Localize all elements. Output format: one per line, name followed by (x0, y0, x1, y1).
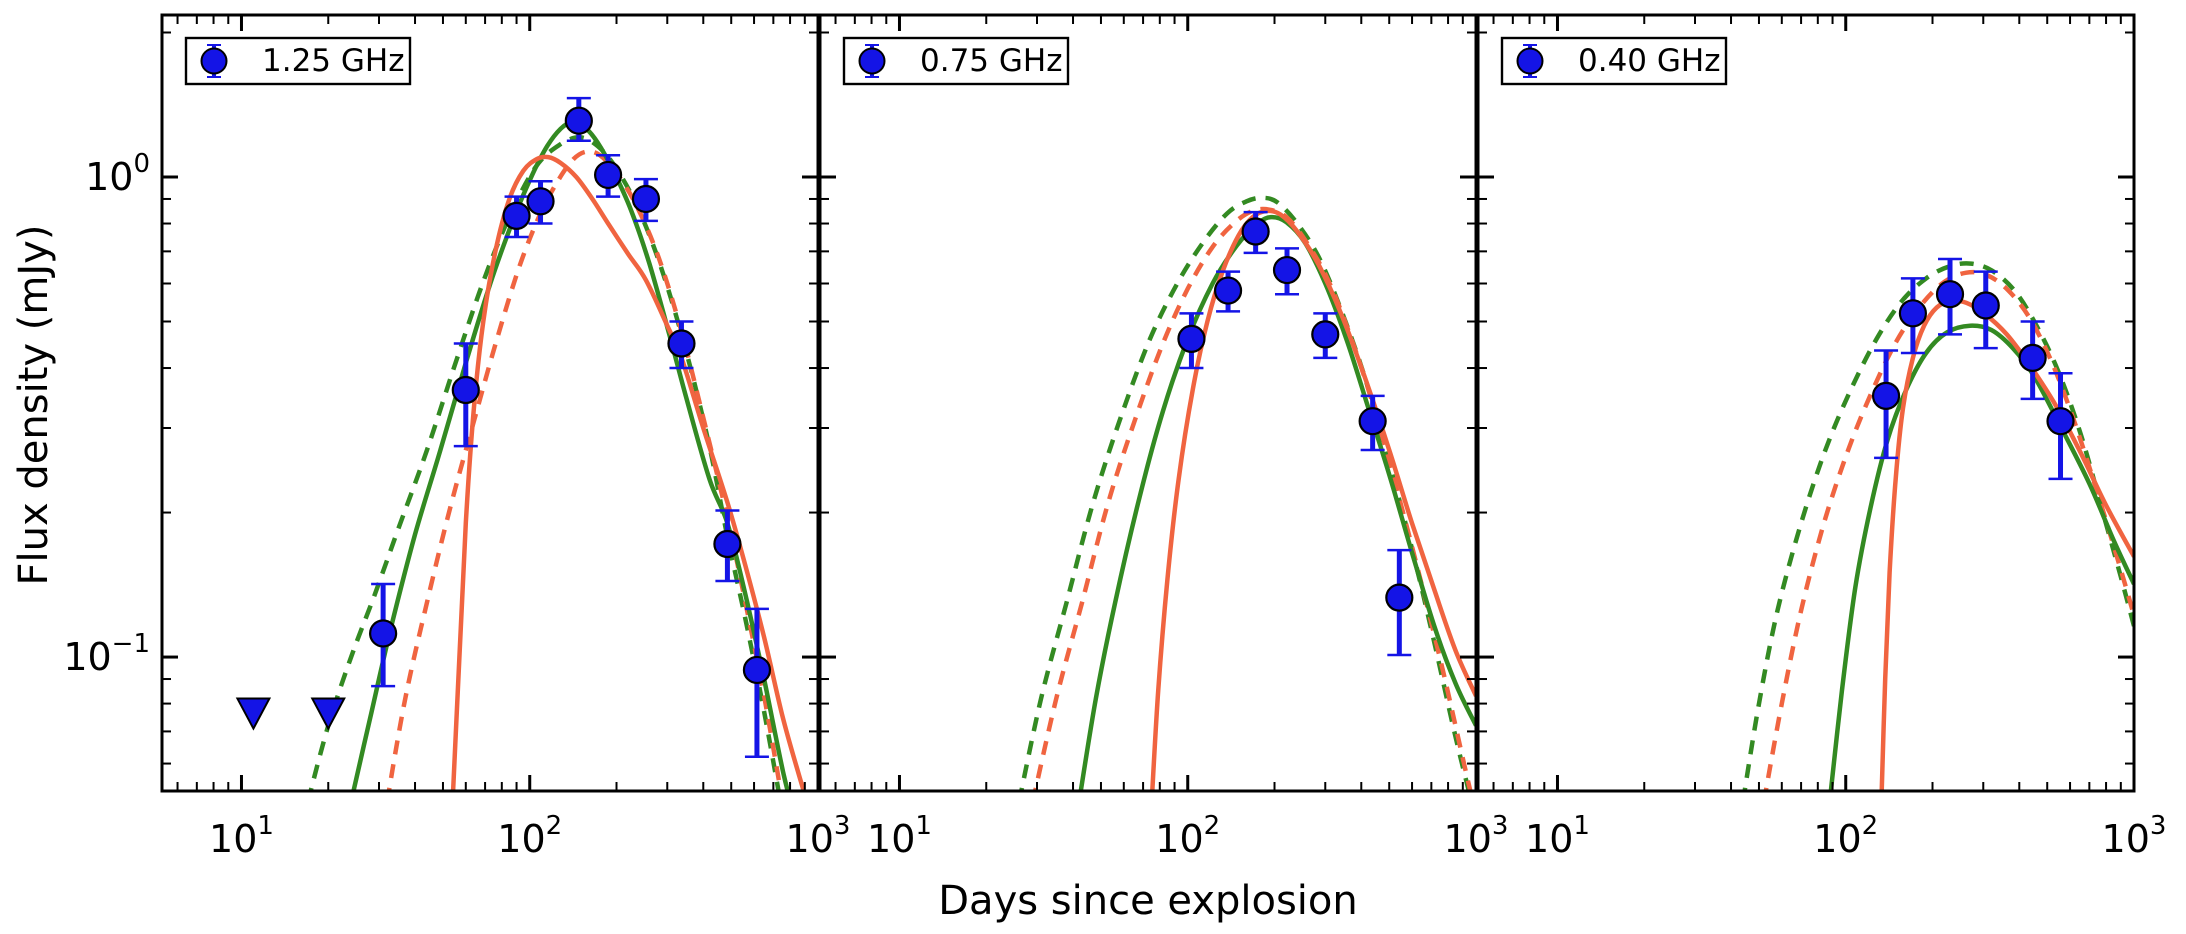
panel-2-model-green-solid (1078, 214, 1476, 791)
panel-1-legend: 1.25 GHz (184, 36, 412, 86)
panel-3-data (1871, 257, 2075, 481)
data-point (1898, 299, 1928, 328)
legend-marker-icon (1516, 47, 1544, 75)
panel-2-x-tick-labels: 101 102 103 (867, 811, 1508, 861)
panel-3-model-orange-solid (1879, 298, 2134, 791)
data-point (1241, 217, 1270, 246)
data-point (742, 655, 772, 685)
y-tick-label: 10−1 (63, 629, 150, 679)
data-point (667, 329, 696, 358)
data-point (1272, 255, 1302, 285)
panel-3-x-tick-labels: 101 102 103 (1525, 811, 2166, 861)
y-tick-labels: 100 10−1 (63, 149, 150, 679)
upper-limit-triangle-icon (310, 697, 346, 731)
panel-1-spines (160, 13, 820, 793)
panel-2-model-curves (1019, 195, 1476, 791)
data-point (1971, 291, 2000, 320)
data-point (631, 184, 661, 214)
x-tick-label: 101 (1525, 811, 1590, 861)
data-point (1385, 583, 1414, 612)
data-point (1177, 324, 1206, 353)
data-point (451, 375, 480, 405)
data-point (2018, 343, 2047, 372)
data-point (526, 187, 555, 216)
panel-1-ticks (162, 15, 820, 791)
panel-1-model-green-dashed (308, 135, 781, 791)
data-point (1311, 320, 1340, 349)
data-point (502, 201, 531, 230)
y-tick-label: 100 (85, 149, 150, 199)
x-tick-label: 103 (786, 811, 851, 861)
panel-2-legend: 0.75 GHz (842, 36, 1070, 86)
panel-3-legend: 0.40 GHz (1500, 36, 1728, 86)
panel-1-axes: 101 102 103 100 10−1 1.25 GHz (63, 13, 850, 861)
panel-3-model-green-solid (1828, 323, 2134, 791)
panel-1-model-orange-dashed (386, 149, 783, 791)
y-axis-label: Flux density (mJy) (11, 224, 57, 586)
legend-marker-icon (858, 47, 886, 75)
x-tick-label: 102 (497, 811, 562, 861)
x-tick-label: 102 (1155, 811, 1220, 861)
x-axis-label: Days since explosion (938, 878, 1358, 924)
panel-1-data (235, 96, 772, 758)
panel-3-model-curves (1742, 261, 2134, 791)
data-point (1935, 280, 1965, 309)
panel-3-spines (1476, 13, 2136, 793)
x-tick-label: 103 (2102, 811, 2167, 861)
x-tick-label: 101 (867, 811, 932, 861)
legend-label: 0.40 GHz (1578, 43, 1720, 79)
panel-2-data (1177, 210, 1414, 657)
data-point (369, 619, 398, 648)
data-point (1358, 407, 1387, 436)
panel-3-model-green-dashed (1742, 261, 2134, 791)
legend-marker-icon (200, 47, 228, 75)
data-point (1871, 381, 1901, 410)
data-point (564, 106, 593, 135)
panel-3-ticks (1478, 15, 2136, 791)
panel-2-spines (818, 13, 1478, 793)
legend-label: 0.75 GHz (920, 43, 1062, 79)
data-point (713, 529, 742, 559)
panel-2-model-orange-solid (1150, 208, 1476, 791)
panel-3-axes: 101 102 103 0.40 GHz (1476, 13, 2166, 861)
legend-label: 1.25 GHz (262, 43, 404, 79)
x-tick-label: 102 (1813, 811, 1878, 861)
data-point (2046, 407, 2075, 436)
data-point (1213, 276, 1243, 305)
data-point (594, 160, 623, 190)
upper-limit-triangle-icon (235, 697, 272, 731)
panel-1-model-curves (308, 120, 807, 791)
panel-1-model-orange-solid (450, 154, 807, 791)
panel-1-x-tick-labels: 101 102 103 (209, 811, 850, 861)
panel-3-model-orange-dashed (1763, 269, 2134, 791)
x-tick-label: 103 (1444, 811, 1509, 861)
x-tick-label: 101 (209, 811, 274, 861)
panel-2-axes: 101 102 103 0.75 GHz (818, 13, 1508, 861)
panel-2-ticks (820, 15, 1478, 791)
